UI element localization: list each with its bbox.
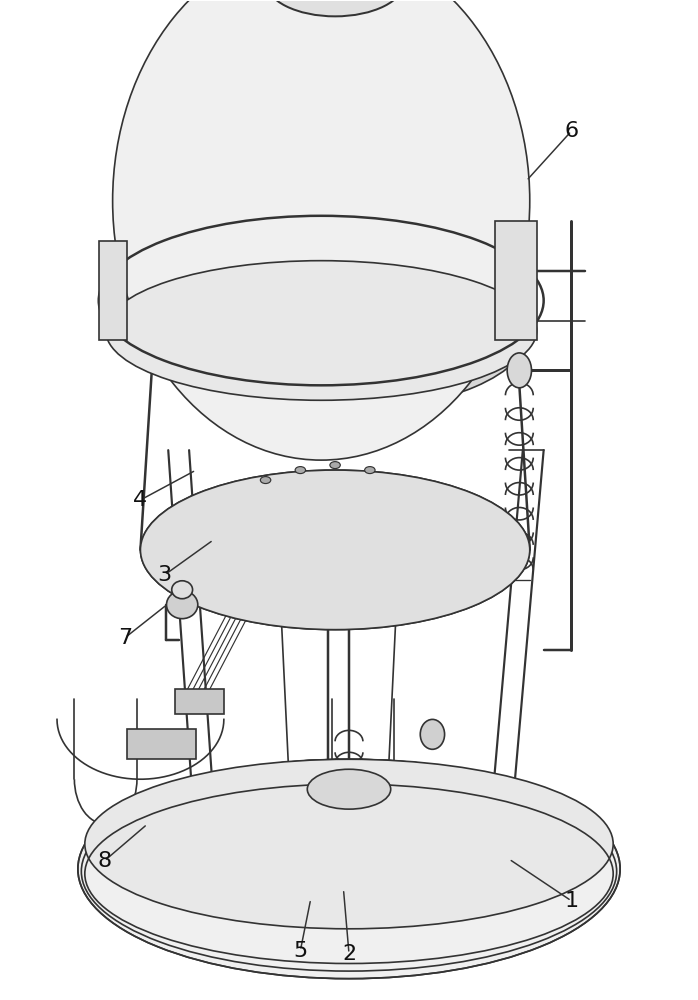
Ellipse shape [420, 719, 445, 749]
Ellipse shape [167, 591, 198, 619]
Bar [126, 729, 196, 759]
Ellipse shape [154, 251, 530, 410]
Text: 6: 6 [565, 121, 579, 141]
Ellipse shape [260, 477, 271, 484]
Text: 8: 8 [97, 851, 112, 871]
Ellipse shape [330, 462, 341, 469]
Text: 7: 7 [118, 628, 132, 648]
Text: 4: 4 [133, 490, 147, 510]
Ellipse shape [78, 759, 620, 979]
Ellipse shape [507, 353, 531, 388]
Text: 5: 5 [293, 941, 307, 961]
Ellipse shape [235, 261, 477, 340]
Ellipse shape [265, 0, 405, 16]
Bar [495, 221, 537, 340]
Ellipse shape [112, 0, 530, 460]
Text: 3: 3 [158, 565, 172, 585]
Ellipse shape [307, 769, 391, 809]
Ellipse shape [295, 467, 306, 474]
Text: 1: 1 [565, 891, 579, 911]
Ellipse shape [105, 261, 537, 400]
Text: 2: 2 [342, 944, 356, 964]
Ellipse shape [140, 470, 530, 630]
Bar [98, 241, 126, 340]
Ellipse shape [172, 581, 193, 599]
Bar [175, 689, 224, 714]
Ellipse shape [364, 467, 375, 474]
Ellipse shape [85, 759, 613, 929]
